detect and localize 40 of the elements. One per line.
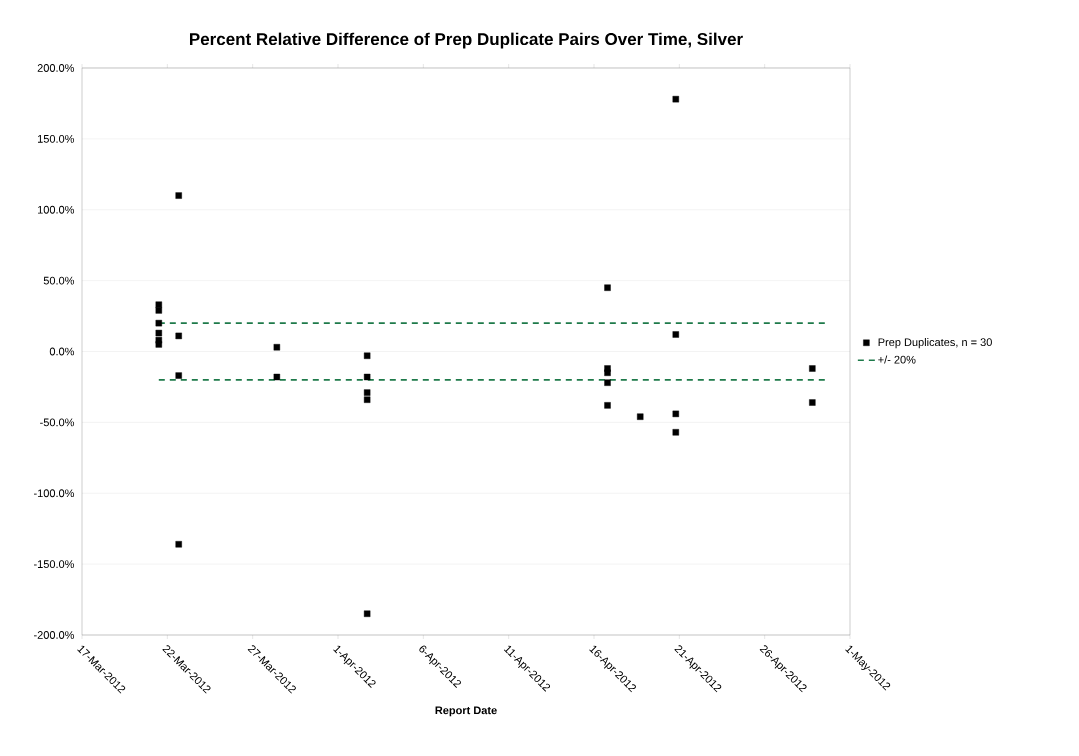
point	[273, 373, 281, 381]
y-tick-label: 150.0%	[37, 134, 75, 143]
y-tick-label: 0.0%	[49, 347, 75, 356]
point	[363, 610, 371, 617]
point	[175, 192, 182, 199]
point	[604, 284, 611, 291]
point	[175, 372, 182, 379]
y-tick-label: -200.0%	[33, 631, 75, 639]
point	[155, 307, 162, 314]
point	[363, 396, 371, 403]
legend-label: +/- 20%	[878, 355, 916, 364]
point	[363, 352, 371, 359]
point	[273, 344, 281, 351]
point	[672, 410, 679, 418]
y-tick-label: -150.0%	[33, 560, 75, 569]
y-tick-label: 200.0%	[37, 64, 75, 72]
y-tick-label: 50.0%	[43, 276, 75, 285]
point	[809, 399, 816, 406]
point	[155, 341, 162, 348]
chart-title: Percent Relative Difference of Prep Duplicate Pairs Over Time, Silver	[189, 32, 743, 49]
y-tick-label: -50.0%	[40, 418, 75, 427]
point	[637, 413, 644, 420]
point	[672, 95, 679, 103]
y-tick-label: 100.0%	[37, 205, 75, 214]
point	[155, 301, 162, 308]
point	[604, 379, 611, 386]
legend-label: Prep Duplicates, n = 30	[878, 338, 992, 349]
point	[672, 331, 679, 338]
point	[604, 402, 611, 409]
point	[809, 365, 816, 372]
point	[155, 319, 162, 327]
point	[175, 541, 182, 548]
y-tick-label: -100.0%	[33, 489, 75, 498]
x-axis-title: Report Date	[435, 706, 497, 717]
point	[672, 429, 679, 436]
point	[155, 329, 162, 337]
point	[604, 369, 611, 376]
point	[363, 389, 371, 396]
point	[363, 373, 371, 381]
point	[175, 332, 182, 340]
